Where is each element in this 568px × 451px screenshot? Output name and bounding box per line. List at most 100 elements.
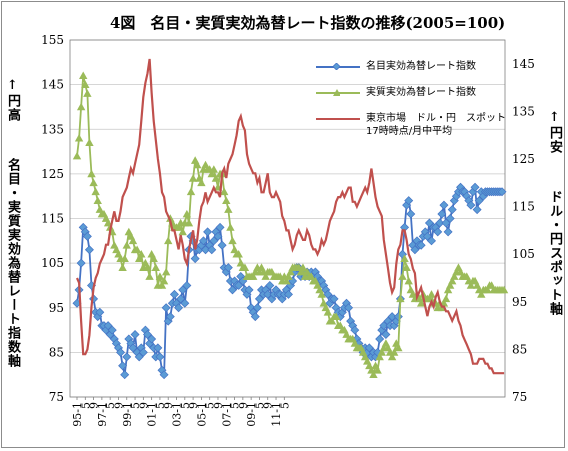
legend-swatch-spot (316, 118, 360, 120)
data-point-real (83, 89, 92, 97)
left-tick-label: 105 (41, 256, 64, 270)
data-point-nominal (176, 294, 186, 304)
x-tick-label: 9 (162, 402, 175, 409)
data-point-nominal (122, 352, 132, 362)
data-point-real (317, 290, 326, 298)
data-point-real (483, 285, 492, 294)
data-point-nominal (422, 231, 432, 241)
data-point-real (327, 316, 337, 325)
data-point-real (450, 272, 459, 280)
data-point-nominal (207, 245, 217, 255)
data-point-nominal (165, 312, 175, 322)
data-point-real (118, 263, 127, 271)
data-point-nominal (433, 227, 443, 237)
data-point-real (145, 272, 154, 280)
data-point-nominal (201, 245, 211, 255)
data-point-real (211, 174, 221, 182)
data-point-real (323, 308, 333, 316)
left-tick-label: 155 (41, 33, 64, 47)
data-point-real (404, 276, 413, 285)
x-tick-label: 5 (79, 402, 92, 409)
legend-label-real: 実質実効為替レート指数 (366, 87, 476, 98)
data-point-nominal (161, 303, 171, 313)
right-tick-label: 115 (512, 200, 535, 214)
data-point-real (466, 281, 476, 289)
x-tick-label: 07-1 (220, 402, 233, 427)
data-point-nominal (107, 325, 117, 335)
data-point-real (261, 272, 270, 280)
data-point-real (76, 102, 86, 111)
data-point-nominal (203, 227, 213, 237)
series-spot-line (75, 58, 505, 375)
data-point-nominal (95, 307, 105, 317)
data-point-real (182, 209, 192, 218)
data-point-nominal (142, 330, 152, 340)
x-tick-label: 5 (204, 402, 217, 409)
data-point-real (155, 272, 165, 280)
data-point-real (369, 370, 378, 379)
series-real (72, 71, 509, 379)
left-tick-label: 95 (49, 301, 64, 315)
x-tick-label: 9 (237, 402, 250, 409)
data-point-nominal (447, 205, 457, 215)
data-point-real (164, 236, 173, 245)
data-point-real (128, 236, 138, 245)
data-point-real (222, 196, 231, 205)
right-axis-ticks: 145 135 125 115 105 95 85 75 (512, 57, 535, 404)
data-point-real (296, 267, 306, 276)
data-point-nominal (350, 325, 360, 335)
left-tick-label: 85 (49, 345, 64, 359)
data-point-nominal (174, 303, 184, 313)
left-tick-label: 75 (49, 390, 64, 404)
data-point-nominal (223, 263, 233, 273)
data-point-nominal (128, 343, 138, 353)
data-point-nominal (435, 218, 445, 228)
data-point-real (224, 205, 233, 213)
data-point-real (331, 312, 341, 321)
data-point-nominal (198, 236, 208, 246)
data-point-real (448, 276, 457, 285)
data-point-nominal (155, 352, 165, 362)
data-point-nominal (375, 334, 385, 344)
data-point-real (186, 187, 196, 196)
data-point-nominal (379, 321, 389, 331)
data-point-nominal (472, 205, 482, 215)
x-tick-label: 05-1 (195, 402, 208, 427)
data-point-nominal (263, 289, 273, 299)
data-point-real (284, 272, 293, 280)
data-point-nominal (441, 218, 451, 228)
right-tick-label: 145 (512, 57, 535, 71)
x-tick-label: 9 (137, 402, 150, 409)
data-point-real (282, 276, 291, 285)
data-point-nominal (182, 280, 192, 290)
data-point-nominal (169, 289, 179, 299)
right-tick-label: 85 (512, 342, 527, 356)
data-point-real (193, 160, 202, 169)
data-point-real (394, 343, 403, 352)
x-tick-label: 5 (229, 402, 242, 409)
legend-label-nominal: 名目実効為替レート指数 (366, 61, 476, 72)
data-point-real (226, 223, 235, 231)
data-point-nominal (424, 218, 434, 228)
data-point-real (209, 165, 219, 173)
data-point-nominal (364, 343, 374, 353)
left-tick-label: 125 (41, 167, 64, 181)
data-point-nominal (153, 343, 163, 353)
x-tick-label: 97-1 (96, 402, 109, 427)
data-point-real (149, 254, 158, 263)
data-point-real (122, 241, 131, 249)
data-point-real (132, 245, 142, 254)
data-point-real (416, 299, 426, 307)
x-tick-label: 01-1 (146, 402, 159, 427)
data-point-real (286, 267, 295, 276)
data-point-real (197, 178, 206, 187)
data-point-real (93, 196, 102, 205)
data-point-real (188, 174, 198, 182)
data-point-real (207, 169, 216, 178)
x-tick-label: 09-1 (245, 402, 258, 427)
plot-area (69, 39, 506, 398)
data-point-nominal (381, 330, 391, 340)
data-point-real (396, 294, 405, 303)
x-tick-label: 5 (154, 402, 167, 409)
legend-item-nominal: 名目実効為替レート指数 (316, 60, 506, 86)
